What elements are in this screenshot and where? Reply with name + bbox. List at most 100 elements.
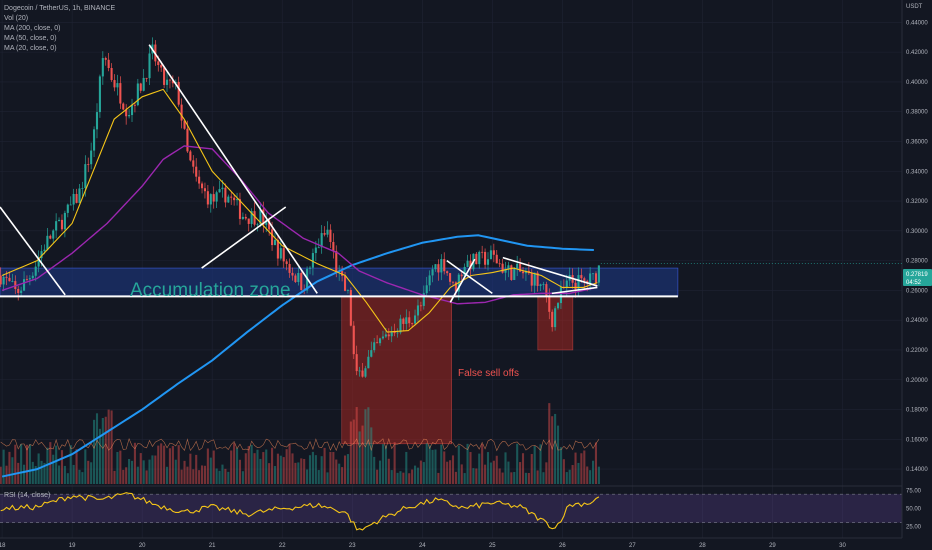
volume-bar <box>90 462 93 484</box>
indicator-ma50[interactable]: MA (50, close, 0) <box>4 35 57 42</box>
volume-bar <box>449 460 452 484</box>
volume-bar <box>428 445 431 484</box>
volume-bar <box>469 452 472 484</box>
candle-body <box>399 318 402 333</box>
volume-bar <box>326 472 329 484</box>
candle-body <box>521 271 525 274</box>
candle-body <box>402 318 405 324</box>
candle-body <box>186 128 189 152</box>
volume-bar <box>381 444 385 484</box>
candle-body <box>55 221 58 231</box>
volume-bar <box>119 450 122 484</box>
candle-body <box>66 204 69 213</box>
candle-body <box>34 266 37 276</box>
time-tick: 29 <box>769 543 776 549</box>
volume-bar <box>238 459 242 484</box>
volume-bar <box>20 443 23 484</box>
volume-bar <box>565 472 568 484</box>
price-tick: 0.34000 <box>906 169 928 175</box>
candle-body <box>364 368 367 377</box>
candle-body <box>262 209 265 225</box>
volume-bar <box>116 451 119 484</box>
candle-body <box>346 290 349 291</box>
volume-bar <box>519 462 522 484</box>
price-tick: 0.22000 <box>906 348 928 354</box>
candle-body <box>122 103 125 110</box>
volume-bar <box>346 454 349 484</box>
candle-body <box>478 251 481 265</box>
volume-bar <box>562 459 565 484</box>
volume-bar <box>513 471 516 484</box>
volume-bar <box>405 451 408 484</box>
candle-body <box>469 260 472 270</box>
candle-body <box>212 194 215 202</box>
candle-body <box>519 263 522 272</box>
volume-bar <box>536 470 539 484</box>
candle-body <box>11 281 14 282</box>
volume-bar <box>200 465 204 484</box>
candle-body <box>183 120 186 129</box>
candle-body <box>52 230 55 239</box>
candle-body <box>539 284 542 286</box>
volume-bar <box>177 445 180 484</box>
candle-body <box>393 331 396 334</box>
volume-bar <box>367 407 370 484</box>
candle-body <box>72 193 75 205</box>
accumulation-zone-label: Accumulation zone <box>130 280 291 301</box>
price-tick: 0.30000 <box>906 229 928 235</box>
volume-bar <box>373 456 376 484</box>
volume-bar <box>209 457 212 484</box>
candle-body <box>145 77 148 79</box>
price-tick: 0.18000 <box>906 408 928 414</box>
volume-bar <box>180 469 183 484</box>
candle-body <box>376 342 379 344</box>
candle-body <box>174 81 177 84</box>
volume-bar <box>233 443 236 484</box>
volume-bar <box>323 447 326 484</box>
volume-bar <box>311 451 314 484</box>
time-tick: 22 <box>279 543 286 549</box>
volume-bar <box>586 466 589 484</box>
candle-body <box>530 273 533 286</box>
candle-body <box>411 323 414 325</box>
volume-bar <box>253 453 256 484</box>
volume-bar <box>192 469 195 484</box>
candle-body <box>481 251 484 253</box>
candle-body <box>513 268 516 280</box>
volume-bar <box>244 453 247 484</box>
price-tick: 0.26000 <box>906 288 928 294</box>
volume-ma-line <box>0 437 600 452</box>
candle-body <box>227 196 230 203</box>
time-axis-panel[interactable] <box>0 538 932 550</box>
ma50-line <box>1 145 595 305</box>
candle-body <box>136 83 139 106</box>
symbol-title[interactable]: Dogecoin / TetherUS, 1h, BINANCE <box>4 5 116 12</box>
candle-body <box>495 254 498 264</box>
volume-bar <box>40 460 43 484</box>
candle-body <box>466 260 469 267</box>
candle-body <box>510 265 513 280</box>
candle-body <box>43 249 46 252</box>
volume-bar <box>95 413 99 484</box>
volume-bar <box>195 454 198 484</box>
candle-body <box>28 278 31 280</box>
price-tick: 0.38000 <box>906 110 928 116</box>
volume-bar <box>11 457 14 484</box>
volume-bar <box>52 454 55 484</box>
price-tick: 0.42000 <box>906 50 928 56</box>
candle-body <box>282 248 285 262</box>
candle-body <box>291 272 294 276</box>
indicator-vol[interactable]: Vol (20) <box>4 15 29 22</box>
volume-bar <box>545 462 548 484</box>
indicator-ma20[interactable]: MA (20, close, 0) <box>4 45 57 52</box>
candle-body <box>524 270 527 274</box>
time-tick-labels: 18 19 20 21 22 23 24 25 26 27 28 29 30 <box>0 543 846 549</box>
volume-bar <box>128 459 131 484</box>
candle-body <box>285 261 288 264</box>
indicator-ma200[interactable]: MA (200, close, 0) <box>4 25 61 32</box>
volume-bar <box>539 444 542 484</box>
time-tick: 30 <box>839 543 846 549</box>
rsi-band <box>0 494 902 523</box>
ma20-line <box>1 88 598 333</box>
